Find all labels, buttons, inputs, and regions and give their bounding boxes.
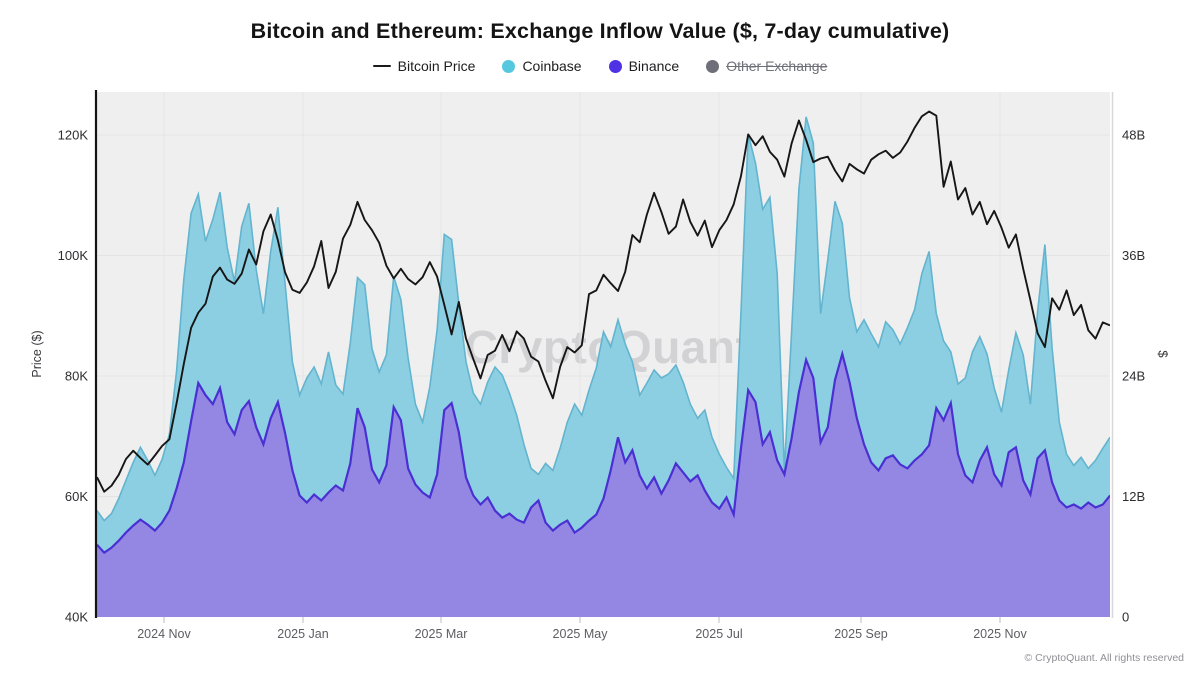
left-axis-title: Price ($) — [30, 330, 44, 378]
x-tick-2025-mar: 2025 Mar — [415, 627, 468, 641]
coinbase-edge-line — [97, 116, 1110, 522]
binance-legend-marker — [608, 59, 622, 73]
plot-hover-region[interactable] — [97, 92, 1110, 617]
copyright-notice: © CryptoQuant. All rights reserved — [1024, 652, 1184, 664]
bitcoin-price-legend-label: Bitcoin Price — [397, 58, 476, 74]
x-tick-2025-nov: 2025 Nov — [973, 627, 1027, 641]
x-axis-tick-labels: 2024 Nov 2025 Jan 2025 Mar 2025 May 2025 Jul… — [137, 627, 1027, 641]
right-axis-tick-labels: 0 12B 24B 36B 48B — [1122, 128, 1145, 625]
left-tick-60K: 60K — [65, 489, 88, 504]
x-tick-2025-may: 2025 May — [553, 627, 609, 641]
page-title: Bitcoin and Ethereum: Exchange Inflow Va… — [250, 19, 950, 43]
bitcoin-price-line — [97, 110, 1110, 493]
binance-legend-label: Binance — [628, 58, 680, 74]
bitcoin-price-legend-marker — [372, 64, 391, 68]
chart-legend: Bitcoin Price Coinbase Binance Other Exchan… — [0, 58, 1200, 74]
right-tick-36B: 36B — [1122, 248, 1145, 263]
right-tick-24B: 24B — [1122, 369, 1145, 384]
left-tick-120K: 120K — [58, 128, 89, 143]
x-tick-2024-nov: 2024 Nov — [137, 627, 191, 641]
other-exchange-legend-label: Other Exchange — [726, 58, 828, 74]
x-tick-2025-jul: 2025 Jul — [695, 627, 742, 641]
left-tick-100K: 100K — [58, 248, 89, 263]
right-tick-12B: 12B — [1122, 489, 1145, 504]
legend-item-coinbase[interactable]: Coinbase — [502, 58, 582, 74]
legend-item-bitcoin-price[interactable]: Bitcoin Price — [372, 58, 476, 74]
right-tick-0: 0 — [1122, 610, 1129, 625]
x-tick-marks — [163, 617, 1001, 623]
other-exchange-legend-marker — [706, 59, 720, 73]
right-tick-48B: 48B — [1122, 128, 1145, 143]
binance-edge-line — [97, 349, 1110, 555]
coinbase-legend-marker — [502, 59, 516, 73]
x-tick-2025-sep: 2025 Sep — [834, 627, 888, 641]
x-tick-2025-jan: 2025 Jan — [277, 627, 328, 641]
right-axis-title: $ — [1155, 350, 1171, 358]
left-tick-80K: 80K — [65, 369, 88, 384]
legend-item-other-exchange[interactable]: Other Exchange — [706, 58, 827, 74]
left-tick-40K: 40K — [65, 610, 88, 625]
left-axis-tick-labels: 40K 60K 80K 100K 120K — [58, 128, 89, 625]
coinbase-legend-label: Coinbase — [522, 58, 582, 74]
legend-item-binance[interactable]: Binance — [608, 58, 680, 74]
